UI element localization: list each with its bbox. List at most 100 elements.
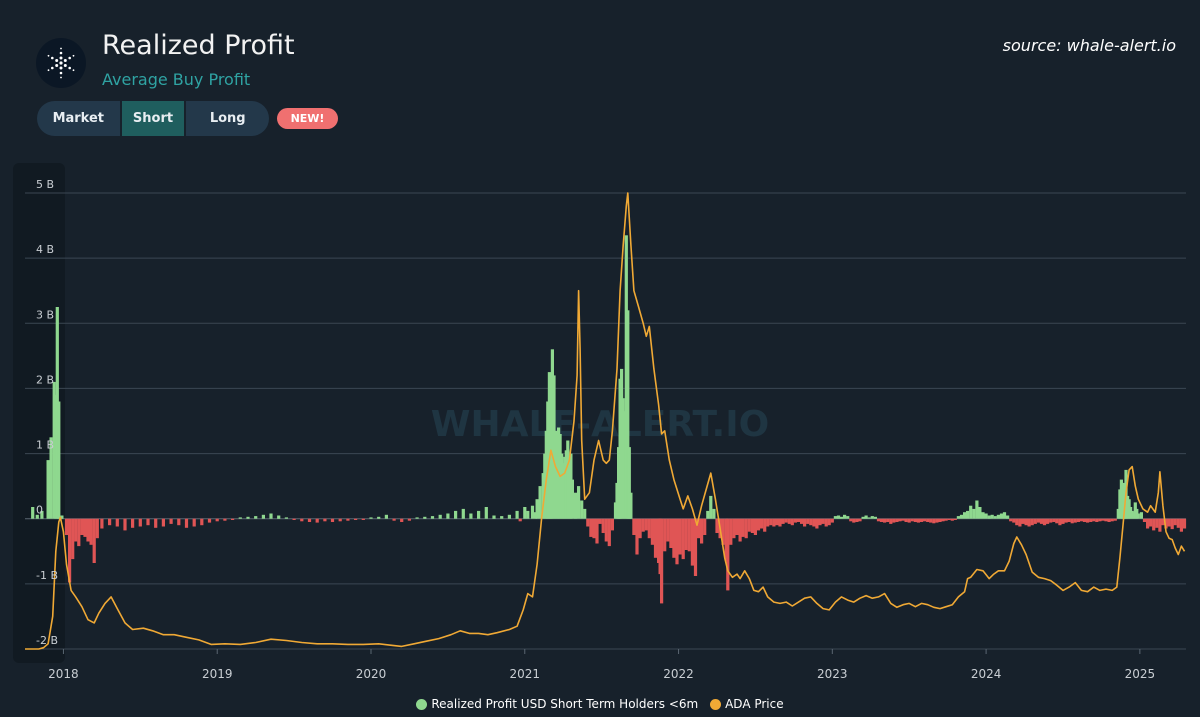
legend-item-profit[interactable]: Realized Profit USD Short Term Holders <… [416, 697, 698, 711]
profit-bar [207, 518, 212, 523]
profit-bar [836, 515, 841, 519]
profit-bar [1073, 518, 1077, 523]
profit-bar [1042, 518, 1047, 526]
profit-bar [108, 518, 112, 526]
profit-bar [277, 515, 281, 519]
profit-bar [95, 518, 99, 539]
profit-bar [821, 518, 825, 524]
profit-bar [1167, 518, 1171, 527]
tab-divider [119, 101, 122, 136]
page-title: Realized Profit [102, 30, 295, 61]
watermark: WHALE-ALERT.IO [431, 404, 769, 445]
profit-bar [950, 518, 954, 521]
profit-bar [1064, 518, 1068, 523]
profit-bar [923, 518, 927, 522]
profit-bar [747, 518, 751, 532]
profit-bar [1061, 518, 1065, 524]
profit-bar [996, 514, 1000, 519]
profit-bar [1086, 518, 1090, 523]
profit-bar [261, 514, 265, 519]
profit-bar [1098, 518, 1102, 522]
range-highlight [13, 163, 65, 663]
profit-bar [446, 513, 450, 519]
profit-bar [192, 518, 196, 527]
profit-bar [586, 518, 590, 527]
profit-bar [1009, 518, 1013, 522]
profit-bar [330, 518, 335, 522]
profit-bar [477, 510, 481, 519]
profit-bar [693, 518, 698, 576]
profit-bar [827, 518, 831, 526]
profit-bar [981, 512, 985, 519]
tab-market[interactable]: Market [52, 111, 105, 126]
profit-bar [824, 518, 828, 527]
profit-bar [959, 514, 964, 519]
profit-bar [469, 513, 473, 519]
profit-bar [843, 514, 847, 519]
profit-bar [1149, 518, 1153, 527]
profit-bar [438, 514, 442, 519]
profit-bar [809, 518, 813, 526]
profit-bar [515, 510, 519, 519]
profit-bar [400, 518, 404, 522]
tab-long[interactable]: Long [209, 111, 246, 126]
profit-bar [1055, 518, 1059, 524]
profit-bar [1049, 518, 1053, 523]
profit-bar [583, 508, 587, 519]
profit-bar [1046, 518, 1050, 524]
profit-bar [346, 518, 350, 521]
tab-short[interactable]: Short [121, 101, 185, 136]
profit-bar [641, 518, 645, 532]
profit-bar [492, 515, 496, 519]
profit-bar [744, 518, 748, 539]
profit-bar [184, 518, 189, 528]
profit-bar [1079, 518, 1083, 522]
profit-bar [963, 512, 967, 519]
profit-bar [644, 518, 648, 531]
profit-bar [800, 518, 804, 524]
profit-bar [638, 518, 642, 539]
new-badge[interactable]: NEW! [277, 108, 338, 129]
profit-bar [753, 518, 757, 535]
profit-bar [1039, 518, 1044, 524]
page-subtitle: Average Buy Profit [102, 70, 251, 89]
profit-bar [31, 507, 35, 519]
profit-bar [669, 518, 673, 548]
profit-bar [1076, 518, 1080, 522]
profit-bar [647, 518, 651, 539]
profit-bar [1176, 518, 1180, 528]
profit-bar [1182, 518, 1187, 529]
profit-bar [604, 518, 608, 542]
profit-bar [284, 517, 288, 519]
profit-bar [200, 518, 204, 526]
profit-bar [570, 479, 574, 519]
profit-bar [653, 518, 658, 558]
profit-bar [787, 518, 791, 524]
profit-bar [607, 518, 611, 547]
profit-bar [589, 518, 593, 537]
profit-bar [772, 518, 776, 527]
profit-bar [876, 518, 881, 522]
profit-bar [423, 516, 427, 519]
profit-bar [623, 411, 627, 519]
legend-item-price[interactable]: ADA Price [710, 697, 784, 711]
profit-bar [1058, 518, 1062, 526]
profit-bar [830, 518, 834, 523]
profit-bar [901, 518, 905, 521]
profit-bar [889, 518, 893, 524]
profit-bar [769, 518, 773, 526]
profit-bar [687, 518, 691, 552]
profit-bar [538, 486, 542, 519]
profit-bar [706, 510, 710, 519]
profit-bar [1006, 515, 1010, 519]
ada-price-line [25, 192, 1186, 650]
profit-bar [1173, 518, 1177, 526]
profit-bar [601, 518, 605, 533]
profit-bar [1161, 518, 1165, 526]
profit-bar [535, 499, 539, 519]
profit-bar [146, 518, 150, 526]
profit-bar [35, 514, 39, 519]
y-tick-label: 0 [36, 504, 43, 517]
profit-bar [1089, 518, 1093, 522]
y-tick-label: 4 B [36, 243, 54, 256]
